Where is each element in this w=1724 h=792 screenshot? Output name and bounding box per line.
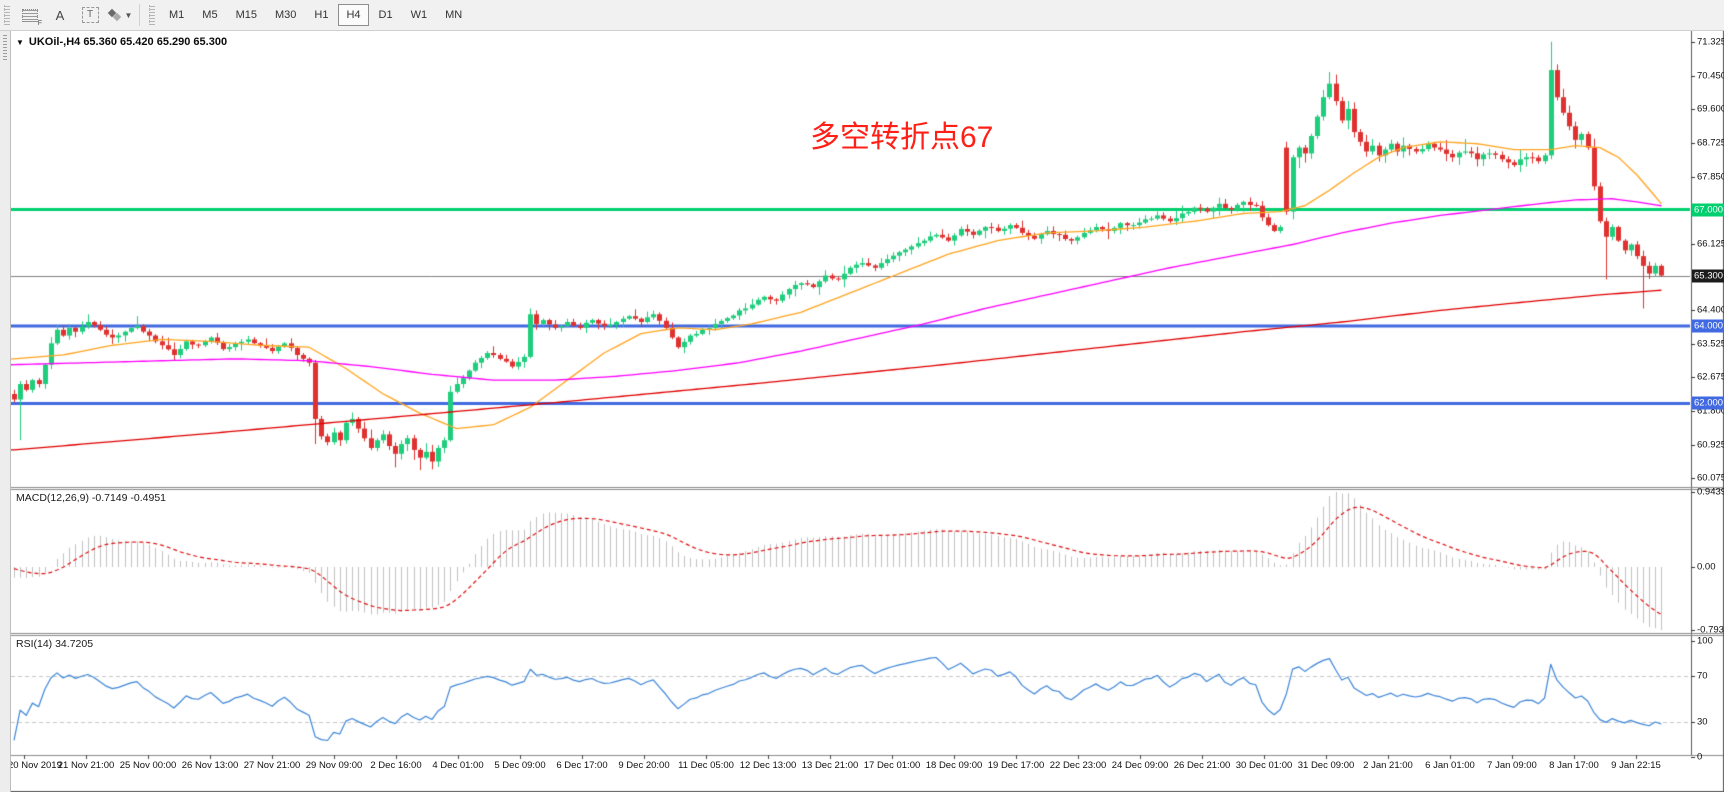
time-axis-label: 29 Nov 09:00 xyxy=(305,760,363,771)
left-dock-strip xyxy=(0,30,11,792)
price-tick-label: 63.525 xyxy=(1697,338,1724,350)
toolbar-separator xyxy=(139,4,140,26)
time-axis-label: 18 Dec 09:00 xyxy=(925,760,983,771)
time-axis-label: 26 Nov 13:00 xyxy=(181,760,239,771)
price-tick-label: 64.400 xyxy=(1697,304,1724,316)
hline-price-tag: 62.000 xyxy=(1692,396,1724,410)
timeframe-button-M15[interactable]: M15 xyxy=(235,9,257,21)
chevron-down-icon: ▼ xyxy=(124,10,133,20)
time-axis-label: 31 Dec 09:00 xyxy=(1297,760,1355,771)
collapse-triangle-icon[interactable]: ▼ xyxy=(16,37,24,47)
time-axis-label: 13 Dec 21:00 xyxy=(801,760,859,771)
timeframe-button-M30[interactable]: M30 xyxy=(274,9,297,21)
timeframe-group: M1 M5 M15 M30 H1 H4 D1 W1 MN xyxy=(161,4,470,26)
time-axis-label: 19 Dec 17:00 xyxy=(987,760,1045,771)
hline-price-tag: 64.000 xyxy=(1692,319,1724,333)
time-axis-label: 24 Dec 09:00 xyxy=(1111,760,1169,771)
time-axis-label: 9 Jan 22:15 xyxy=(1611,760,1661,771)
time-axis-label: 17 Dec 01:00 xyxy=(863,760,921,771)
price-tick-label: 60.075 xyxy=(1697,472,1724,484)
timeframe-button-H4[interactable]: H4 xyxy=(338,4,369,26)
price-tick-label: 69.600 xyxy=(1697,103,1724,115)
hline-price-tag: 65.300 xyxy=(1692,269,1724,282)
price-tick-label: 61.800 xyxy=(1697,405,1724,417)
time-axis-label: 27 Nov 21:00 xyxy=(243,760,301,771)
chart-template-button[interactable]: F xyxy=(16,2,44,28)
price-tick-label: 62.675 xyxy=(1697,371,1724,383)
price-tick-label: 60.925 xyxy=(1697,439,1724,451)
dock-handle-icon[interactable] xyxy=(3,34,7,60)
time-axis-label: 7 Jan 09:00 xyxy=(1487,760,1537,771)
toolbar: F A T ▼ M1 M5 M15 M30 H1 H4 D1 W1 MN xyxy=(0,0,1724,31)
time-axis-label: 25 Nov 00:00 xyxy=(119,760,177,771)
time-axis-label: 6 Dec 17:00 xyxy=(556,760,608,771)
shapes-button[interactable]: ▼ xyxy=(106,2,134,28)
price-tick-label: 68.725 xyxy=(1697,137,1724,149)
time-axis-label: 9 Dec 20:00 xyxy=(618,760,670,771)
text-annotation-button[interactable]: A xyxy=(46,2,74,28)
price-tick-label: 70.450 xyxy=(1697,70,1724,82)
rsi-indicator-label: RSI(14) 34.7205 xyxy=(16,638,94,650)
time-axis-label: 11 Dec 05:00 xyxy=(678,760,734,771)
rsi-axis-label: 0 xyxy=(1697,751,1703,763)
timeframe-button-MN[interactable]: MN xyxy=(445,9,463,21)
price-tick-label: 71.325 xyxy=(1697,36,1724,48)
timeframe-drag-handle[interactable] xyxy=(149,5,155,25)
timeframe-button-M1[interactable]: M1 xyxy=(169,9,185,21)
time-axis-label: 6 Jan 01:00 xyxy=(1425,760,1475,771)
text-label-button[interactable]: T xyxy=(76,2,104,28)
time-axis-label: 30 Dec 01:00 xyxy=(1235,760,1293,771)
time-axis-label: 22 Dec 23:00 xyxy=(1049,760,1107,771)
toolbar-drag-handle[interactable] xyxy=(4,5,10,25)
grid-f-label: F xyxy=(37,20,42,27)
time-axis-label: 26 Dec 21:00 xyxy=(1173,760,1231,771)
time-axis-label: 5 Dec 09:00 xyxy=(494,760,546,771)
macd-axis-label: 0.00 xyxy=(1697,561,1716,573)
time-axis-label: 21 Nov 21:00 xyxy=(57,760,115,771)
price-tick-label: 67.850 xyxy=(1697,171,1724,183)
timeframe-button-W1[interactable]: W1 xyxy=(410,9,428,21)
grid-icon xyxy=(22,8,38,22)
time-axis-label: 4 Dec 01:00 xyxy=(432,760,484,771)
price-tick-label: 66.125 xyxy=(1697,238,1724,250)
time-axis-label: 2 Dec 16:00 xyxy=(370,760,422,771)
timeframe-button-D1[interactable]: D1 xyxy=(378,9,393,21)
chart-text-annotation[interactable]: 多空转折点67 xyxy=(810,121,994,154)
shapes-icon xyxy=(107,8,122,22)
time-axis-label: 12 Dec 13:00 xyxy=(739,760,797,771)
chart-symbol-title[interactable]: ▼ UKOil-,H4 65.360 65.420 65.290 65.300 xyxy=(16,36,227,48)
rsi-axis-label: 70 xyxy=(1697,670,1708,682)
timeframe-button-H1[interactable]: H1 xyxy=(314,9,329,21)
symbol-ohlc-text: UKOil-,H4 65.360 65.420 65.290 65.300 xyxy=(28,36,228,48)
time-axis-label: 8 Jan 17:00 xyxy=(1549,760,1599,771)
hline-price-tag: 67.000 xyxy=(1692,203,1724,217)
time-axis-label: 2 Jan 21:00 xyxy=(1363,760,1413,771)
rsi-axis-label: 30 xyxy=(1697,716,1708,728)
letter-t-icon: T xyxy=(81,7,99,23)
macd-axis-label: 0.9439 xyxy=(1697,486,1724,498)
macd-axis-label: -0.7939 xyxy=(1697,624,1724,636)
macd-indicator-label: MACD(12,26,9) -0.7149 -0.4951 xyxy=(16,492,166,504)
letter-a-icon: A xyxy=(55,7,65,23)
rsi-axis-label: 100 xyxy=(1697,635,1713,647)
timeframe-button-M5[interactable]: M5 xyxy=(202,9,218,21)
time-axis-label: 20 Nov 2019 xyxy=(8,760,62,771)
